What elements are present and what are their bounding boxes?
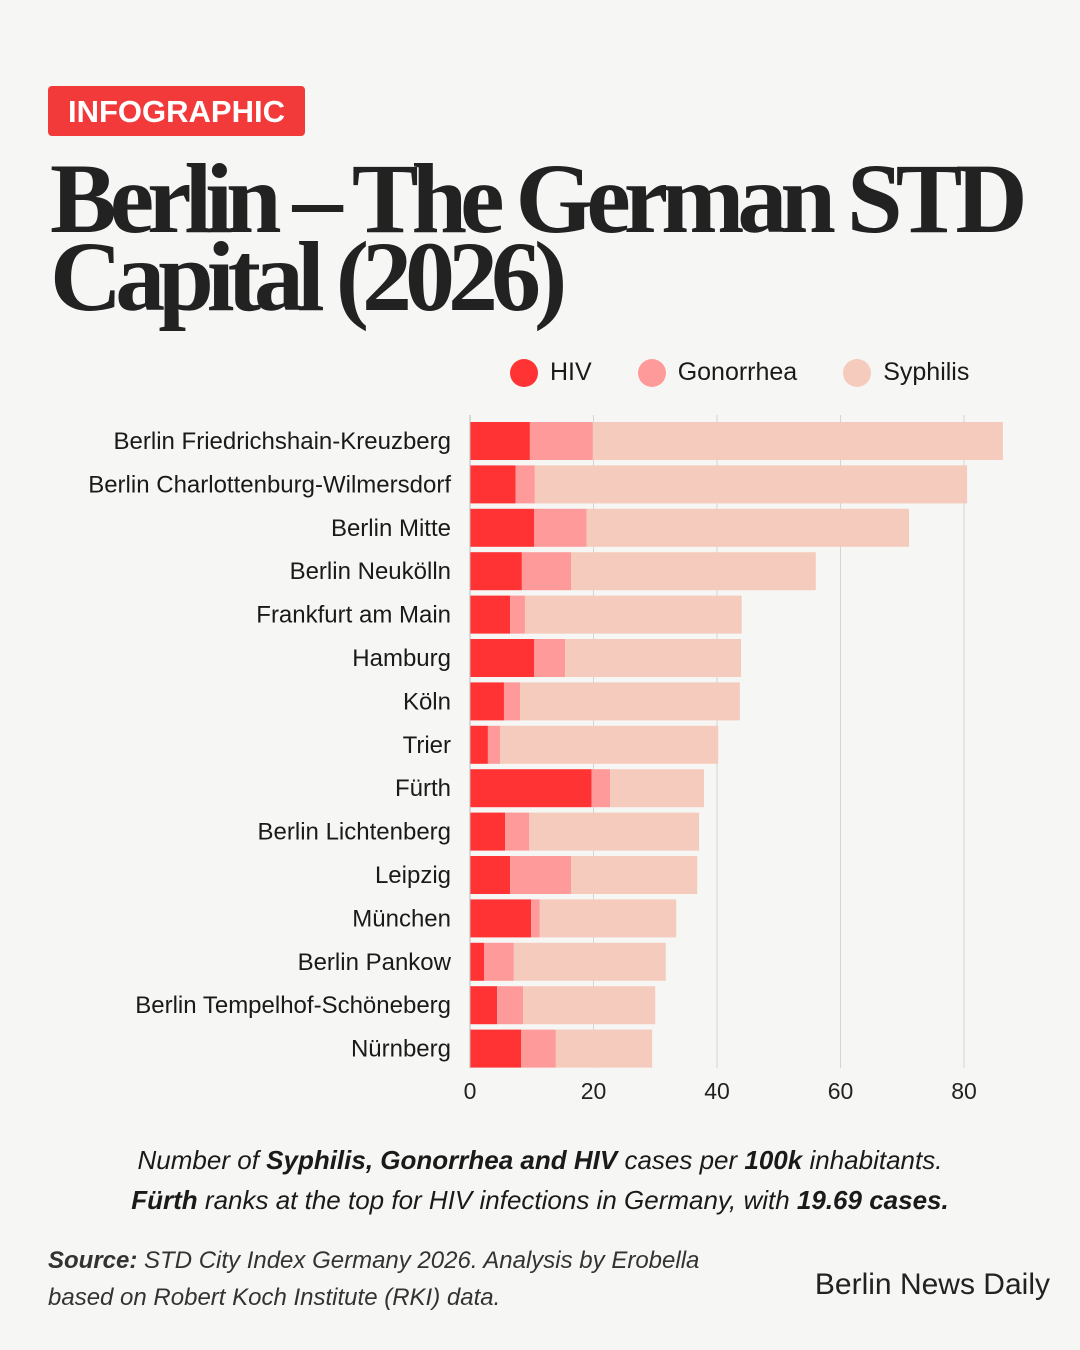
bar-segment-syphilis	[571, 552, 816, 591]
legend-item-syphilis: Syphilis	[843, 358, 969, 387]
legend-swatch	[843, 358, 872, 387]
bar-segment-syphilis	[500, 725, 719, 764]
bar-segment-syphilis	[586, 508, 910, 547]
x-tick-label: 20	[581, 1078, 607, 1104]
bar-segment-gonorrhea	[531, 899, 540, 938]
bar-segment-gonorrhea	[534, 639, 566, 677]
category-label: Nürnberg	[351, 1036, 451, 1063]
bar-segment-syphilis	[534, 465, 968, 504]
bar-segment-hiv	[470, 942, 485, 981]
bar-segment-gonorrhea	[503, 682, 521, 721]
bar-segment-syphilis	[571, 856, 698, 894]
category-label: Köln	[403, 688, 451, 715]
chart-legend: HIV Gonorrhea Syphilis	[510, 358, 1015, 387]
caption-fragment: Fürth	[131, 1185, 198, 1215]
chart-caption: Number of Syphilis, Gonorrhea and HIV ca…	[0, 1140, 1080, 1220]
bar-segment-syphilis	[539, 899, 677, 938]
category-label: Frankfurt am Main	[256, 602, 451, 629]
category-label: Fürth	[395, 775, 451, 802]
caption-fragment: 100k	[744, 1145, 803, 1175]
bar-segment-hiv	[470, 769, 592, 808]
caption-line-1: Number of Syphilis, Gonorrhea and HIV ca…	[0, 1140, 1080, 1180]
source-label: Source:	[48, 1247, 138, 1274]
x-tick-label: 40	[704, 1078, 730, 1104]
source-text-2: based on Robert Koch Institute (RKI) dat…	[48, 1284, 501, 1311]
caption-fragment: Number of	[137, 1145, 267, 1175]
legend-label: Gonorrhea	[677, 358, 798, 386]
bar-segment-syphilis	[524, 595, 742, 634]
caption-fragment: 19.69 cases.	[796, 1185, 949, 1215]
bar-segment-hiv	[470, 595, 511, 634]
bar-segment-hiv	[470, 986, 498, 1025]
bar-segment-hiv	[470, 1029, 522, 1068]
bar-segment-syphilis	[513, 942, 666, 981]
bar-segment-gonorrhea	[484, 942, 514, 981]
bar-chart: 0 20 40 60 80 Berlin Friedrichshain-Kreuzberg…	[88, 415, 1003, 1104]
bar-segment-hiv	[470, 812, 506, 851]
bar-segment-hiv	[470, 899, 532, 938]
bar-segment-gonorrhea	[505, 812, 530, 851]
category-label: Berlin Charlottenburg-Wilmersdorf	[88, 471, 451, 498]
category-label: Trier	[403, 732, 451, 759]
category-label: München	[352, 905, 451, 932]
bar-segment-gonorrhea	[510, 595, 525, 634]
bar-segment-hiv	[470, 725, 488, 764]
source-note: Source: STD City Index Germany 2026. Ana…	[48, 1242, 699, 1316]
bar-segment-gonorrhea	[497, 986, 524, 1025]
bar-segment-syphilis	[565, 639, 742, 677]
bar-segment-hiv	[470, 465, 516, 504]
category-label: Berlin Neukölln	[290, 558, 451, 585]
x-tick-label: 80	[951, 1078, 977, 1104]
bar-segment-gonorrhea	[534, 508, 587, 547]
category-label: Leipzig	[375, 862, 451, 889]
category-label: Berlin Pankow	[298, 949, 452, 976]
bar-segment-syphilis	[523, 986, 656, 1025]
x-tick-label: 0	[464, 1078, 477, 1104]
bar-segment-hiv	[470, 682, 504, 721]
legend-swatch	[510, 358, 538, 387]
bar-segment-syphilis	[520, 682, 740, 721]
bar-segment-gonorrhea	[487, 725, 501, 764]
category-label: Berlin Tempelhof-Schöneberg	[135, 992, 451, 1019]
infographic-badge: INFOGRAPHIC	[48, 86, 305, 136]
legend-item-gonorrhea: Gonorrhea	[637, 358, 798, 387]
bar-segment-gonorrhea	[591, 769, 611, 808]
bar-segment-hiv	[470, 508, 535, 547]
bar-segment-hiv	[470, 856, 511, 894]
category-label: Hamburg	[352, 645, 451, 672]
bar-segment-gonorrhea	[510, 856, 572, 894]
caption-fragment: Syphilis, Gonorrhea and HIV	[266, 1145, 618, 1175]
bar-segment-hiv	[470, 639, 535, 677]
caption-line-2: Fürth ranks at the top for HIV infection…	[0, 1180, 1080, 1220]
category-label: Berlin Lichtenberg	[258, 819, 451, 846]
caption-fragment: cases per	[617, 1145, 745, 1175]
category-label: Berlin Mitte	[331, 515, 451, 542]
bar-segment-gonorrhea	[515, 465, 535, 504]
category-label: Berlin Friedrichshain-Kreuzberg	[114, 428, 451, 455]
x-tick-label: 60	[828, 1078, 854, 1104]
legend-swatch	[637, 358, 666, 387]
page-title: Berlin – The German STD Capital (2026)	[50, 143, 1028, 332]
bar-segment-syphilis	[555, 1029, 653, 1068]
bar-segment-syphilis	[529, 812, 700, 851]
bar-segment-gonorrhea	[521, 552, 572, 591]
caption-fragment: inhabitants.	[802, 1145, 943, 1175]
source-text: STD City Index Germany 2026. Analysis by…	[137, 1247, 700, 1274]
bar-segment-hiv	[470, 552, 522, 591]
bar-segment-syphilis	[592, 422, 1003, 460]
bar-segment-gonorrhea	[529, 422, 593, 460]
brand-name: Berlin News Daily	[814, 1268, 1050, 1301]
bar-segment-gonorrhea	[521, 1029, 556, 1068]
bar-segment-syphilis	[610, 769, 704, 808]
caption-fragment: ranks at the top for HIV infections in G…	[197, 1185, 797, 1215]
legend-label: HIV	[550, 358, 592, 386]
bar-segment-hiv	[470, 422, 530, 460]
legend-item-hiv: HIV	[510, 358, 592, 387]
legend-label: Syphilis	[883, 358, 970, 386]
